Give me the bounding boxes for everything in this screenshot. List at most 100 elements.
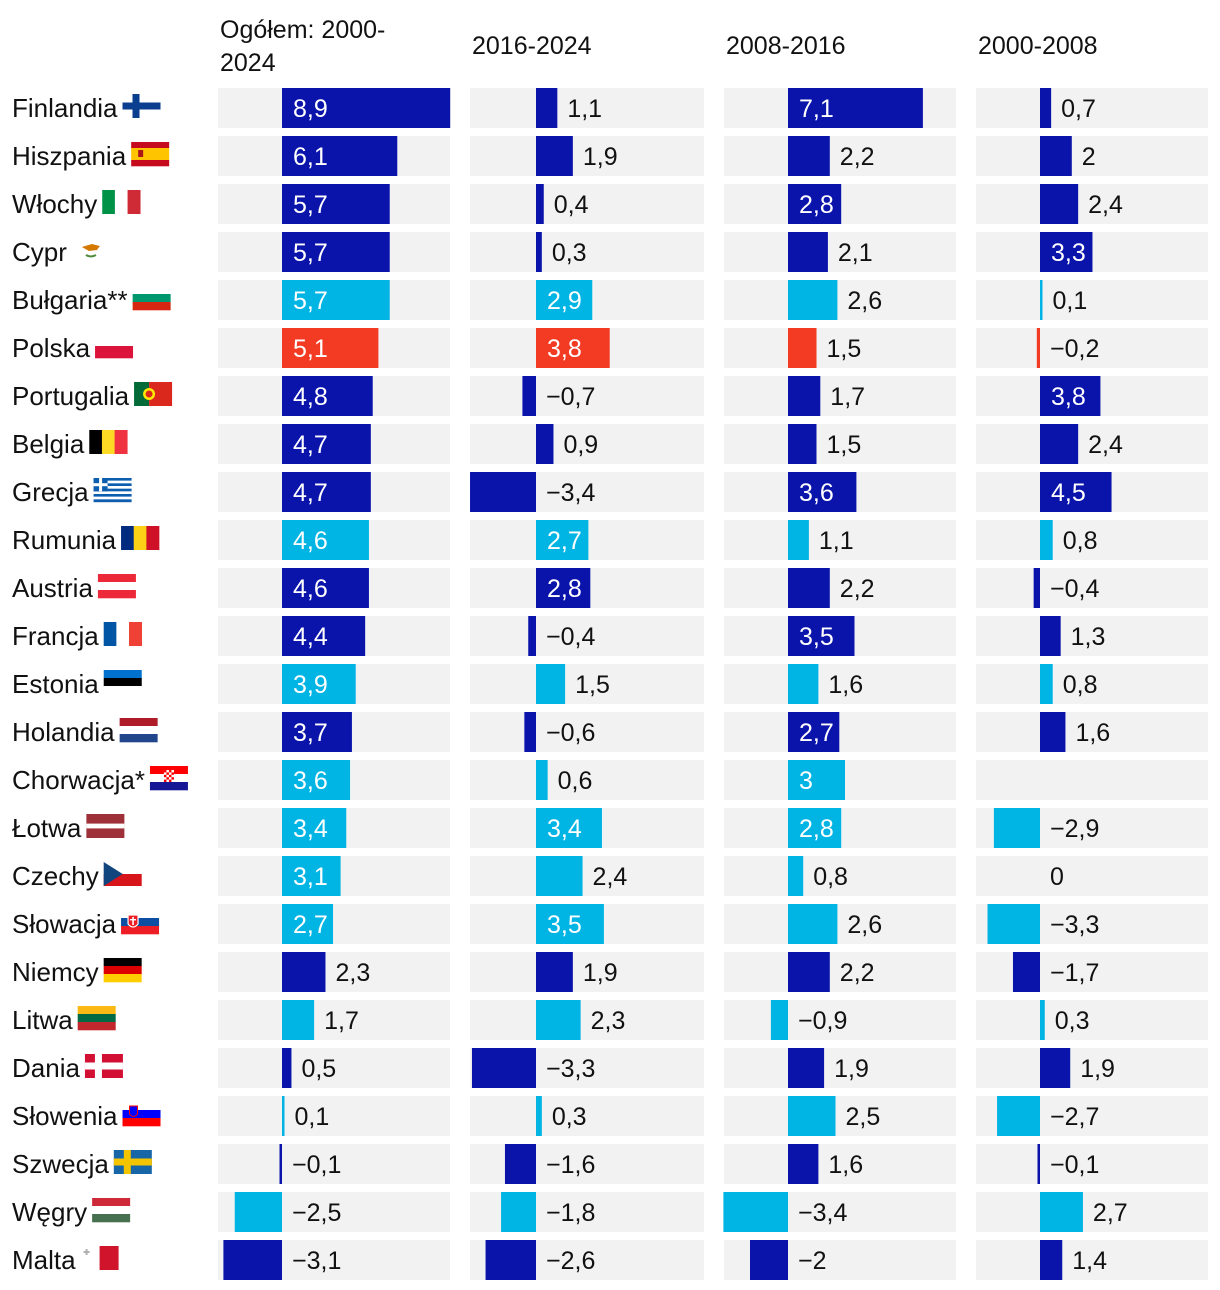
bar-track	[976, 136, 1208, 176]
bar-2-9	[788, 520, 809, 560]
category-label-12: Estonia	[12, 669, 99, 699]
bar-3-22	[1037, 1144, 1040, 1184]
flag-icon-se	[113, 1150, 152, 1174]
data-label-2-22: 1,6	[828, 1151, 863, 1179]
bar-track	[470, 376, 704, 416]
bar-1-20	[471, 1048, 536, 1088]
category-label-10: Austria	[12, 573, 93, 603]
data-label-2-23: −3,4	[798, 1199, 847, 1227]
bar-track	[976, 184, 1208, 224]
flag-icon-ee	[103, 670, 142, 695]
flag-icon-gr	[93, 478, 132, 503]
flag-icon-ro	[121, 526, 160, 550]
data-label-2-10: 2,2	[840, 575, 875, 603]
data-label-0-18: 2,3	[335, 959, 370, 987]
data-label-1-7: 0,9	[563, 431, 598, 459]
data-label-0-15: 3,4	[293, 815, 328, 843]
bar-2-2	[788, 184, 842, 224]
flag-icon-de	[103, 958, 142, 983]
data-label-0-10: 4,6	[293, 575, 328, 603]
data-label-1-14: 0,6	[558, 767, 593, 795]
data-label-3-8: 4,5	[1051, 479, 1086, 507]
data-label-3-20: 1,9	[1080, 1055, 1115, 1083]
data-label-2-21: 2,5	[846, 1103, 881, 1131]
data-label-1-18: 1,9	[583, 959, 618, 987]
bar-track	[976, 424, 1208, 464]
bar-2-22	[788, 1144, 819, 1184]
data-label-1-11: −0,4	[546, 623, 595, 651]
flag-icon-si	[122, 1102, 161, 1127]
bar-track	[976, 328, 1208, 368]
flag-icon-pl	[95, 334, 134, 359]
bar-3-23	[1040, 1192, 1083, 1232]
data-label-1-10: 2,8	[547, 575, 582, 603]
data-label-1-5: 3,8	[547, 335, 582, 363]
flag-icon-nl	[119, 718, 158, 743]
data-label-1-16: 2,4	[593, 863, 628, 891]
data-label-3-12: 0,8	[1063, 671, 1098, 699]
category-label-2: Włochy	[12, 189, 97, 219]
bar-track	[470, 424, 704, 464]
bar-0-1	[282, 136, 398, 176]
bar-track	[724, 664, 956, 704]
bar-0-21	[282, 1096, 285, 1136]
bar-1-9	[536, 520, 589, 560]
data-label-1-20: −3,3	[546, 1055, 595, 1083]
bar-track	[470, 232, 704, 272]
flag-icon-lt	[77, 1006, 116, 1031]
data-label-0-13: 3,7	[293, 719, 328, 747]
bar-track	[976, 1144, 1208, 1184]
data-label-3-1: 2	[1082, 143, 1096, 171]
bar-track	[470, 856, 704, 896]
data-label-0-19: 1,7	[324, 1007, 359, 1035]
flag-icon-mt	[80, 1246, 119, 1270]
data-label-2-17: 2,6	[847, 911, 882, 939]
data-label-1-22: −1,6	[546, 1151, 595, 1179]
bar-track	[470, 184, 704, 224]
bar-track	[470, 136, 704, 176]
data-label-1-17: 3,5	[547, 911, 582, 939]
bar-track	[724, 376, 956, 416]
data-label-1-13: −0,6	[546, 719, 595, 747]
bar-2-3	[788, 232, 828, 272]
bar-0-16	[282, 856, 341, 896]
bar-0-13	[282, 712, 352, 752]
data-label-1-9: 2,7	[547, 527, 582, 555]
bar-track	[724, 568, 956, 608]
flag-icon-fr	[103, 622, 142, 646]
bar-track	[218, 904, 450, 944]
data-label-2-12: 1,6	[828, 671, 863, 699]
data-label-0-8: 4,7	[293, 479, 328, 507]
column-title-2-line-0: 2008-2016	[726, 32, 846, 60]
bar-1-18	[536, 952, 573, 992]
bar-3-12	[1040, 664, 1053, 704]
bar-0-15	[282, 808, 347, 848]
category-label-16: Czechy	[12, 861, 99, 891]
bar-2-13	[788, 712, 840, 752]
data-label-2-8: 3,6	[799, 479, 834, 507]
bar-1-0	[536, 88, 558, 128]
bar-0-20	[282, 1048, 292, 1088]
data-label-2-19: −0,9	[798, 1007, 847, 1035]
data-label-3-2: 2,4	[1088, 191, 1123, 219]
data-label-1-3: 0,3	[552, 239, 587, 267]
flag-icon-cy	[71, 238, 110, 262]
bar-track	[724, 1000, 956, 1040]
bar-2-19	[770, 1000, 788, 1040]
data-label-3-11: 1,3	[1071, 623, 1106, 651]
data-label-3-10: −0,4	[1050, 575, 1099, 603]
bar-1-17	[536, 904, 604, 944]
bar-0-19	[282, 1000, 315, 1040]
column-title-1-line-0: 2016-2024	[472, 32, 592, 60]
bar-1-14	[536, 760, 548, 800]
data-label-3-23: 2,7	[1093, 1199, 1128, 1227]
column-title-3-line-0: 2000-2008	[978, 32, 1098, 60]
bar-0-17	[282, 904, 334, 944]
bar-track	[470, 616, 704, 656]
data-label-3-18: −1,7	[1050, 959, 1099, 987]
bar-track	[470, 1000, 704, 1040]
bar-track	[470, 952, 704, 992]
bar-2-11	[788, 616, 855, 656]
bar-0-8	[282, 472, 371, 512]
